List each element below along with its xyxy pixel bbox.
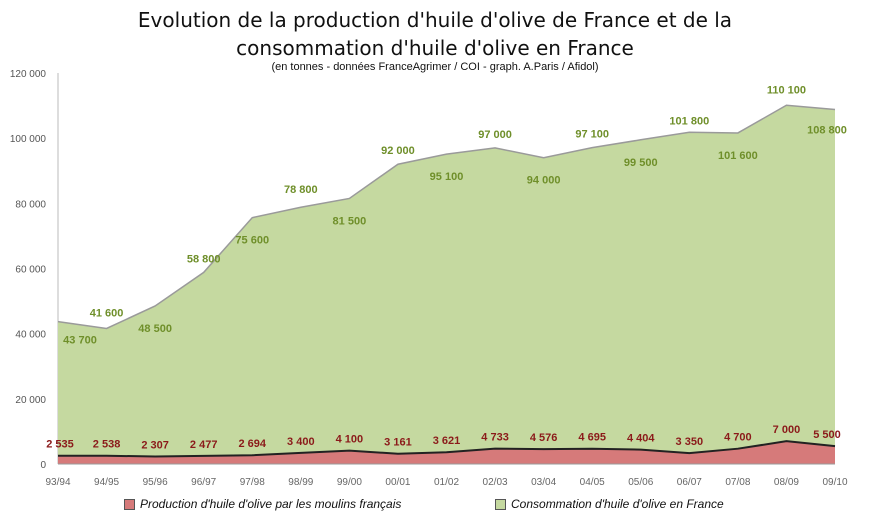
consommation-data-label: 43 700 [63, 335, 97, 347]
production-data-label: 3 161 [384, 437, 412, 449]
production-line [57, 440, 836, 458]
consommation-line [57, 104, 836, 330]
chart-title-line-1: Evolution de la production d'huile d'oli… [137, 8, 733, 32]
legend-item-production: Production d'huile d'olive par les mouli… [124, 497, 401, 511]
consommation-data-label: 78 800 [284, 184, 318, 196]
production-data-label: 3 350 [676, 436, 704, 448]
production-data-label: 2 307 [141, 439, 169, 451]
x-tick-label: 95/96 [143, 477, 168, 488]
y-tick-label: 60 000 [15, 265, 46, 276]
legend-label-production: Production d'huile d'olive par les mouli… [140, 497, 402, 511]
chart-subtitle: (en tonnes - données FranceAgrimer / COI… [271, 61, 599, 73]
y-tick-label: 20 000 [15, 395, 46, 406]
consommation-data-label: 81 500 [333, 215, 367, 227]
consommation-data-label: 58 800 [187, 253, 221, 265]
consommation-data-label: 101 600 [718, 150, 758, 162]
chart-title-line-2: consommation d'huile d'olive en France [236, 36, 634, 60]
production-data-label: 3 400 [287, 436, 315, 448]
x-tick-label: 94/95 [94, 477, 119, 488]
production-data-label: 2 538 [93, 439, 121, 451]
x-tick-label: 09/10 [822, 477, 847, 488]
x-tick-label: 00/01 [385, 477, 410, 488]
x-tick-label: 97/98 [240, 477, 265, 488]
x-tick-label: 99/00 [337, 477, 362, 488]
legend: Production d'huile d'olive par les mouli… [0, 497, 870, 515]
y-tick-label: 40 000 [15, 330, 46, 341]
legend-item-consommation: Consommation d'huile d'olive en France [495, 497, 724, 511]
x-tick-label: 04/05 [580, 477, 605, 488]
consommation-data-label: 97 000 [478, 129, 512, 141]
production-data-label: 2 477 [190, 439, 218, 451]
x-tick-label: 05/06 [628, 477, 653, 488]
consommation-data-label: 99 500 [624, 157, 658, 169]
x-tick-label: 03/04 [531, 477, 556, 488]
x-tick-label: 01/02 [434, 477, 459, 488]
production-data-label: 4 733 [481, 432, 509, 444]
production-data-label: 7 000 [773, 424, 801, 436]
production-data-label: 4 100 [336, 434, 364, 446]
consommation-data-label: 94 000 [527, 175, 561, 187]
production-data-label: 4 695 [578, 432, 606, 444]
consommation-data-label: 41 600 [90, 307, 124, 319]
x-tick-label: 93/94 [45, 477, 70, 488]
x-tick-label: 08/09 [774, 477, 799, 488]
production-data-label: 2 535 [46, 439, 74, 451]
consommation-data-label: 48 500 [138, 323, 172, 335]
legend-swatch-consommation [495, 498, 506, 510]
x-tick-label: 07/08 [725, 477, 750, 488]
production-data-label: 3 621 [433, 435, 461, 447]
y-tick-label: 0 [40, 460, 46, 471]
production-data-label: 4 404 [627, 433, 655, 445]
production-data-label: 4 576 [530, 432, 558, 444]
consommation-data-label: 108 800 [807, 124, 847, 136]
consommation-data-label: 101 800 [669, 115, 709, 127]
consommation-data-label: 75 600 [235, 235, 269, 247]
production-data-label: 4 700 [724, 432, 752, 444]
x-tick-label: 98/99 [288, 477, 313, 488]
production-data-label: 2 694 [238, 438, 266, 450]
y-tick-label: 100 000 [10, 134, 47, 145]
production-data-label: 5 500 [813, 429, 841, 441]
x-tick-label: 96/97 [191, 477, 216, 488]
consommation-area [58, 105, 835, 464]
y-tick-label: 80 000 [15, 199, 46, 210]
consommation-data-label: 95 100 [430, 171, 464, 183]
legend-swatch-production [124, 498, 135, 510]
x-tick-label: 06/07 [677, 477, 702, 488]
consommation-data-label: 92 000 [381, 145, 415, 157]
consommation-data-label: 110 100 [767, 84, 806, 96]
consommation-data-label: 97 100 [575, 129, 609, 141]
x-tick-label: 02/03 [483, 477, 508, 488]
y-tick-label: 120 000 [10, 69, 47, 80]
legend-label-consommation: Consommation d'huile d'olive en France [511, 497, 724, 511]
